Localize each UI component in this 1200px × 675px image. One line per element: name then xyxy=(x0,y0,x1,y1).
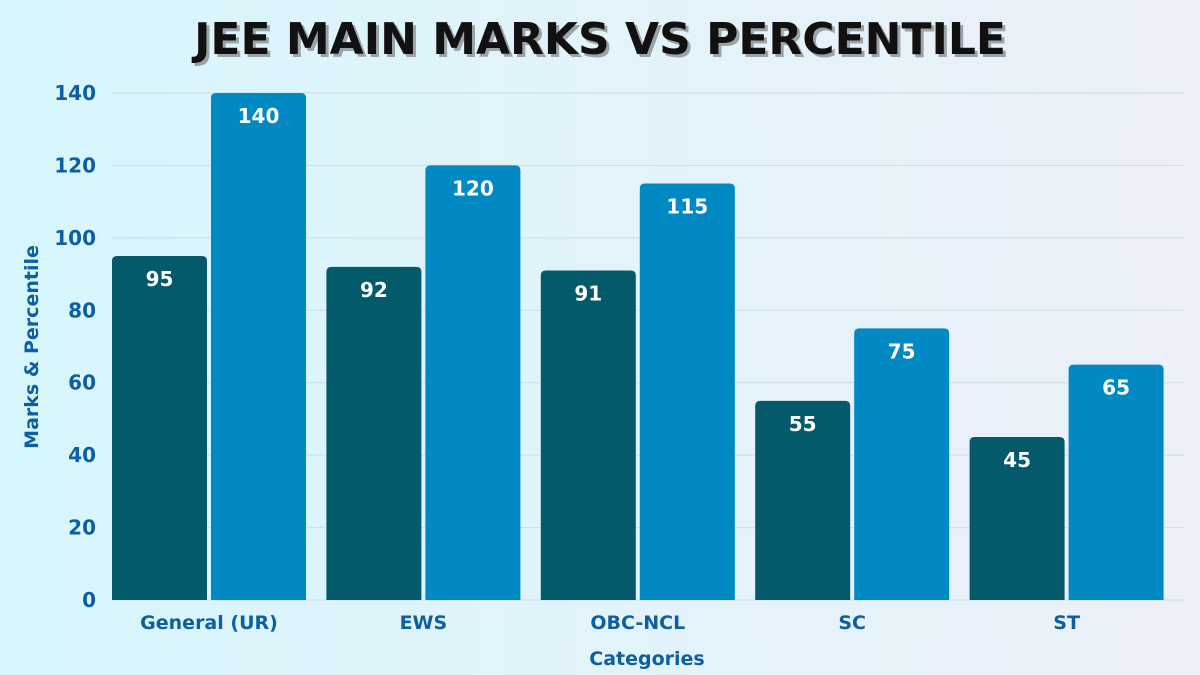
y-tick-label: 80 xyxy=(68,298,96,322)
y-tick-label: 60 xyxy=(68,371,96,395)
y-tick-label: 100 xyxy=(54,226,96,250)
bar-1-general-ur- xyxy=(112,255,207,600)
bar-1-st xyxy=(969,437,1065,600)
data-label: 45 xyxy=(1003,448,1031,472)
bar-1-ews xyxy=(326,266,422,600)
x-tick-label: ST xyxy=(1053,612,1080,634)
data-label: 95 xyxy=(146,267,174,291)
data-label: 115 xyxy=(666,195,708,219)
bar-1-sc xyxy=(755,400,851,600)
data-label: 91 xyxy=(574,281,602,305)
y-tick-label: 40 xyxy=(68,443,96,467)
y-axis-label: Marks & Percentile xyxy=(21,245,43,449)
x-tick-label: SC xyxy=(838,612,866,634)
chart-title: JEE MAIN MARKS VS PERCENTILE xyxy=(194,14,1006,65)
bar-2-sc xyxy=(854,328,950,600)
y-tick-label: 20 xyxy=(68,516,96,540)
y-tick-label: 120 xyxy=(54,153,96,177)
bar-1-obc-ncl xyxy=(540,270,636,600)
data-label: 65 xyxy=(1102,376,1130,400)
y-tick-label: 140 xyxy=(54,81,96,105)
x-tick-label: OBC-NCL xyxy=(590,612,685,634)
x-tick-label: General (UR) xyxy=(140,612,278,634)
data-label: 140 xyxy=(238,104,280,128)
x-axis-label: Categories xyxy=(589,648,704,670)
bar-2-obc-ncl xyxy=(639,183,735,601)
y-tick-label: 0 xyxy=(82,588,96,612)
data-label: 92 xyxy=(360,278,388,302)
x-tick-label: EWS xyxy=(400,612,448,634)
data-label: 120 xyxy=(452,176,494,200)
bar-2-ews xyxy=(425,165,521,600)
bar-2-general-ur- xyxy=(211,93,306,600)
data-label: 75 xyxy=(888,339,916,363)
data-label: 55 xyxy=(789,412,817,436)
bar-2-st xyxy=(1068,364,1164,600)
